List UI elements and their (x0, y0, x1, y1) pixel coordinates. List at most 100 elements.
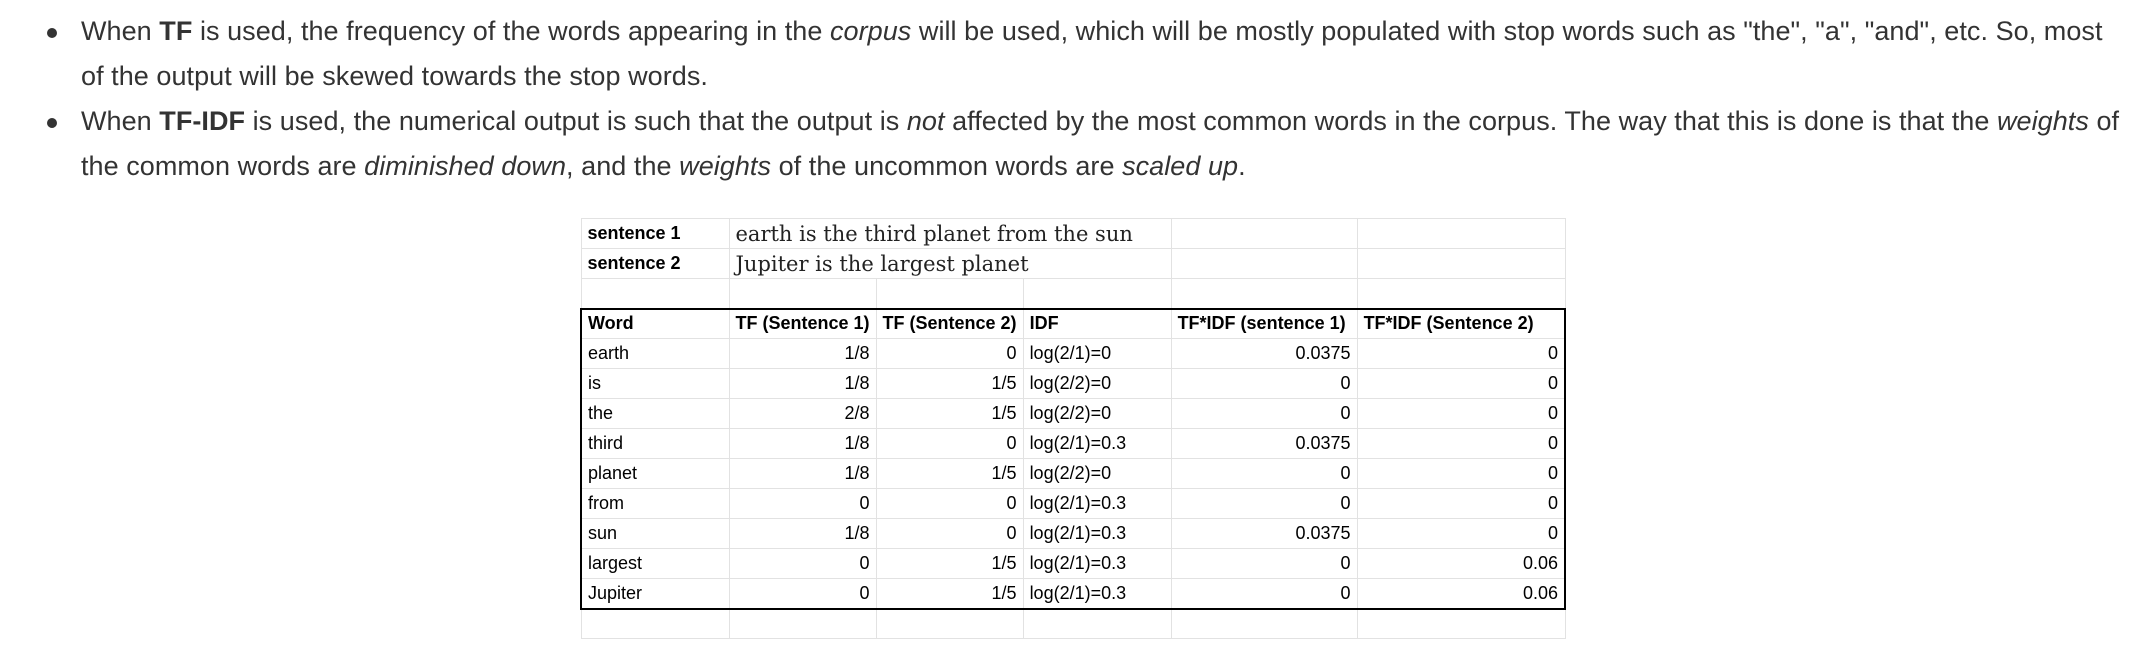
bullet-text-tfidf: When TF-IDF is used, the numerical outpu… (81, 99, 2121, 189)
table-row: from 0 0 log(2/1)=0.3 0 0 (580, 488, 1567, 519)
value-cell: 0 (728, 578, 877, 610)
tfidf-table: sentence 1 earth is the third planet fro… (580, 218, 1567, 639)
column-header: IDF (1022, 307, 1172, 339)
empty-cell (1356, 608, 1566, 639)
table-body: sentence 1 earth is the third planet fro… (580, 218, 1567, 639)
value-cell: 0.0375 (1170, 338, 1358, 369)
column-header: TF (Sentence 1) (728, 307, 877, 339)
value-cell: log(2/1)=0.3 (1022, 518, 1172, 549)
bullet-text-part: weights (1997, 106, 2089, 136)
bullet-text-part: diminished down (364, 151, 567, 181)
sentence-label: sentence 2 (580, 248, 730, 279)
word-cell: largest (580, 548, 730, 579)
value-cell: 0 (728, 548, 877, 579)
spreadsheet-image: sentence 1 earth is the third planet fro… (580, 218, 1580, 646)
empty-cell (1170, 608, 1358, 639)
value-cell: 1/8 (728, 458, 877, 489)
word-cell: sun (580, 518, 730, 549)
bullet-text-part: corpus (830, 16, 912, 46)
word-cell: is (580, 368, 730, 399)
empty-cell (875, 608, 1024, 639)
bullet-text-part: , and the (566, 151, 680, 181)
value-cell: 0 (875, 428, 1024, 459)
value-cell: 0 (875, 488, 1024, 519)
bullet-text-part: of the common words are (81, 106, 2120, 181)
bullet-text-part: scaled up (1122, 151, 1239, 181)
empty-cell (728, 608, 877, 639)
value-cell: 0 (875, 518, 1024, 549)
sentence-row: sentence 1 earth is the third planet fro… (580, 218, 1566, 249)
spacer-row (580, 608, 1566, 639)
empty-cell (1356, 218, 1566, 249)
value-cell: 0 (1170, 368, 1358, 399)
table-row: is 1/8 1/5 log(2/2)=0 0 0 (580, 368, 1567, 399)
value-cell: 0 (1356, 488, 1567, 519)
value-cell: 0 (1170, 458, 1358, 489)
word-cell: planet (580, 458, 730, 489)
bullet-text-part: is used, the frequency of the words appe… (192, 16, 830, 46)
empty-cell (1356, 278, 1566, 309)
empty-cell (1022, 278, 1172, 309)
value-cell: 0 (875, 338, 1024, 369)
bullet-text-part: TF-IDF (159, 106, 246, 136)
value-cell: 0 (1356, 368, 1567, 399)
bullet-text-part: of the uncommon words are (771, 151, 1123, 181)
column-header: TF*IDF (sentence 1) (1170, 307, 1358, 339)
bullet-dot (47, 28, 57, 38)
bullet-text-part: When (81, 16, 160, 46)
value-cell: log(2/1)=0 (1022, 338, 1172, 369)
value-cell: log(2/1)=0.3 (1022, 548, 1172, 579)
value-cell: 1/8 (728, 428, 877, 459)
empty-cell (1170, 278, 1358, 309)
bullet-text-part: weights (679, 151, 772, 181)
empty-cell (1170, 218, 1358, 249)
value-cell: 0 (1356, 428, 1567, 459)
word-cell: from (580, 488, 730, 519)
value-cell: 2/8 (728, 398, 877, 429)
bullet-text-part: will be used, which will be mostly popul… (81, 16, 2103, 91)
word-cell: Jupiter (580, 578, 730, 610)
table-row: Jupiter 0 1/5 log(2/1)=0.3 0 0.06 (580, 578, 1567, 610)
bullet-text-part: . (1238, 151, 1246, 181)
sentence-label: sentence 1 (580, 218, 730, 249)
value-cell: log(2/2)=0 (1022, 398, 1172, 429)
table-row: sun 1/8 0 log(2/1)=0.3 0.0375 0 (580, 518, 1567, 549)
empty-cell (728, 278, 877, 309)
value-cell: 0 (728, 488, 877, 519)
bullet-text-tf: When TF is used, the frequency of the wo… (81, 9, 2121, 99)
value-cell: 1/5 (875, 398, 1024, 429)
table-row: earth 1/8 0 log(2/1)=0 0.0375 0 (580, 338, 1567, 369)
table-row: planet 1/8 1/5 log(2/2)=0 0 0 (580, 458, 1567, 489)
table-row: third 1/8 0 log(2/1)=0.3 0.0375 0 (580, 428, 1567, 459)
value-cell: 0.06 (1356, 578, 1567, 610)
value-cell: 0 (1356, 458, 1567, 489)
value-cell: 1/5 (875, 548, 1024, 579)
value-cell: 1/8 (728, 338, 877, 369)
empty-cell (875, 278, 1024, 309)
value-cell: 1/5 (875, 458, 1024, 489)
value-cell: 1/8 (728, 518, 877, 549)
empty-cell (1170, 248, 1358, 279)
bullet-text-part: When (81, 106, 160, 136)
spacer-row (580, 278, 1566, 309)
empty-cell (580, 278, 730, 309)
column-header: Word (580, 307, 730, 339)
value-cell: 0 (1356, 518, 1567, 549)
bullet-text-part: affected by the most common words in the… (944, 106, 1997, 136)
empty-cell (580, 608, 730, 639)
value-cell: 0.0375 (1170, 518, 1358, 549)
word-cell: earth (580, 338, 730, 369)
value-cell: 0 (1170, 398, 1358, 429)
sentence-row: sentence 2 Jupiter is the largest planet (580, 248, 1566, 279)
value-cell: log(2/1)=0.3 (1022, 488, 1172, 519)
value-cell: 0 (1170, 548, 1358, 579)
empty-cell (1356, 248, 1566, 279)
bullet-dot (47, 118, 57, 128)
sentence-text: earth is the third planet from the sun (728, 218, 1172, 249)
value-cell: 0.0375 (1170, 428, 1358, 459)
value-cell: 0 (1170, 488, 1358, 519)
bullet-text-part: TF (159, 16, 193, 46)
bullet-text-part: not (906, 106, 945, 136)
value-cell: 1/5 (875, 578, 1024, 610)
column-header: TF*IDF (Sentence 2) (1356, 307, 1567, 339)
